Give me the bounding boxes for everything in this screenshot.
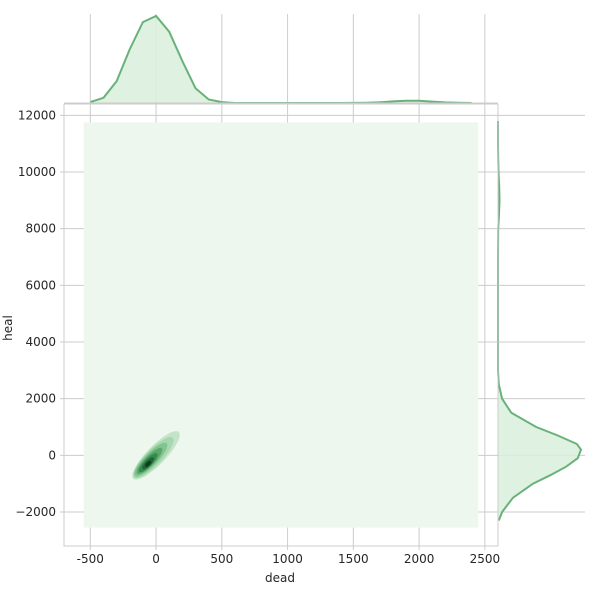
- marginal-x-density-fill: [90, 16, 472, 103]
- marginal-y-panel: [497, 104, 585, 546]
- y-tick-label: 6000: [25, 278, 56, 292]
- kde-level-7: [145, 460, 152, 467]
- x-tick-label: 1000: [272, 552, 303, 566]
- joint-plot-area: -500 0 500 1000 1500 2000 2500 −2000 0 2000 4000 6…: [1, 103, 500, 585]
- x-tick-label: 2000: [404, 552, 435, 566]
- x-tick-label: 1500: [338, 552, 369, 566]
- y-axis-ticks: −2000 0 2000 4000 6000 8000 10000 12000: [15, 108, 64, 519]
- x-tick-label: 0: [152, 552, 160, 566]
- x-tick-label: -500: [77, 552, 104, 566]
- marginal-y-density-fill: [498, 121, 581, 521]
- x-axis-ticks: -500 0 500 1000 1500 2000 2500: [77, 546, 500, 566]
- y-tick-label: 2000: [25, 392, 56, 406]
- y-tick-label: 8000: [25, 222, 56, 236]
- kde-contour-levels: [132, 431, 180, 480]
- y-tick-label: 12000: [18, 108, 56, 122]
- y-tick-label: 0: [48, 448, 56, 462]
- x-tick-label: 500: [210, 552, 233, 566]
- y-axis-label: heal: [1, 315, 15, 341]
- marginal-x-panel: [64, 14, 498, 104]
- marginal-y-density-line: [497, 121, 583, 521]
- y-tick-label: −2000: [15, 505, 56, 519]
- y-tick-label: 10000: [18, 165, 56, 179]
- x-axis-label: dead: [265, 571, 295, 585]
- y-tick-label: 4000: [25, 335, 56, 349]
- x-tick-label: 2500: [470, 552, 501, 566]
